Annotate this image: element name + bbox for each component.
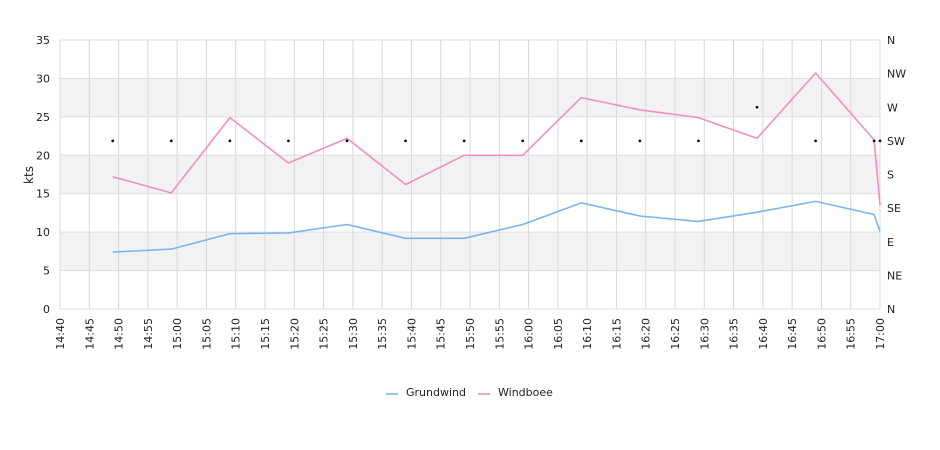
horizontal-gridlines [60, 39, 880, 310]
y2-tick-label: SE [887, 202, 901, 215]
x-tick-label: 16:15 [610, 318, 623, 350]
y2-tick-label: SW [887, 135, 905, 148]
direction-marker [462, 139, 466, 143]
y-tick-label: 20 [36, 149, 50, 162]
x-tick-label: 17:00 [874, 318, 887, 350]
direction-markers [111, 105, 882, 143]
y2-tick-label: W [887, 101, 898, 114]
x-tick-label: 16:00 [523, 318, 536, 350]
direction-marker [878, 139, 882, 143]
y-tick-label: 5 [43, 265, 50, 278]
legend-label-0[interactable]: Grundwind [406, 386, 466, 399]
x-tick-label: 15:45 [435, 318, 448, 350]
direction-marker [521, 139, 525, 143]
direction-marker [169, 139, 173, 143]
x-tick-label: 16:50 [815, 318, 828, 350]
y2-tick-label: E [887, 236, 894, 249]
direction-marker [579, 139, 583, 143]
x-tick-label: 14:45 [83, 318, 96, 350]
x-tick-label: 15:10 [230, 318, 243, 350]
direction-marker [404, 139, 407, 143]
direction-marker [697, 139, 700, 143]
y2-tick-label: N [887, 34, 895, 47]
direction-marker [638, 139, 642, 143]
direction-marker [872, 139, 876, 143]
y-tick-label: 25 [36, 111, 50, 124]
x-tick-label: 15:30 [347, 318, 360, 350]
x-tick-label: 14:55 [142, 318, 155, 350]
x-tick-label: 16:55 [845, 318, 858, 350]
x-tick-label: 15:05 [200, 318, 213, 350]
x-tick-label: 15:25 [318, 318, 331, 350]
y2-tick-label: NE [887, 269, 902, 282]
y-axis-title: kts [22, 166, 36, 184]
direction-marker [755, 105, 759, 109]
y-tick-label: 10 [36, 226, 50, 239]
y-tick-label: 15 [36, 188, 50, 201]
direction-marker [111, 139, 115, 143]
x-tick-label: 16:40 [757, 318, 770, 350]
x-tick-label: 16:25 [669, 318, 682, 350]
series-lines [112, 72, 881, 253]
direction-marker [287, 139, 290, 143]
x-tick-label: 14:50 [113, 318, 126, 350]
y2-tick-label: NW [887, 68, 906, 81]
y2-axis-ticks: N NE E SE S SW W NW N [887, 34, 906, 316]
legend-label-1[interactable]: Windboee [498, 386, 553, 399]
x-tick-label: 15:20 [288, 318, 301, 350]
x-tick-label: 15:00 [171, 318, 184, 350]
x-tick-label: 15:15 [259, 318, 272, 350]
y2-tick-label: S [887, 169, 894, 182]
x-axis-ticks: 14:40 14:45 14:50 14:55 15:00 15:05 15:10 15:15… [54, 318, 887, 350]
direction-marker [814, 139, 817, 143]
x-tick-label: 15:50 [464, 318, 477, 350]
x-tick-label: 16:10 [581, 318, 594, 350]
x-tick-label: 14:40 [54, 318, 67, 350]
x-tick-label: 16:20 [640, 318, 653, 350]
x-tick-label: 16:30 [698, 318, 711, 350]
y2-tick-label: N [887, 303, 895, 316]
x-tick-label: 15:35 [376, 318, 389, 350]
legend: Grundwind Windboee [386, 386, 553, 399]
x-tick-label: 15:55 [493, 318, 506, 350]
y-tick-label: 35 [36, 34, 50, 47]
y-tick-label: 30 [36, 72, 50, 85]
direction-marker [345, 139, 349, 143]
x-tick-label: 15:40 [405, 318, 418, 350]
x-tick-label: 16:45 [786, 318, 799, 350]
direction-marker [228, 139, 232, 143]
x-tick-label: 16:35 [728, 318, 741, 350]
y-axis-ticks: 0 5 10 15 20 25 30 35 [36, 34, 50, 316]
series-line-0 [112, 200, 881, 253]
series-line-1 [112, 72, 881, 206]
x-tick-label: 16:05 [552, 318, 565, 350]
vertical-gridlines [59, 40, 881, 309]
y-tick-label: 0 [43, 303, 50, 316]
